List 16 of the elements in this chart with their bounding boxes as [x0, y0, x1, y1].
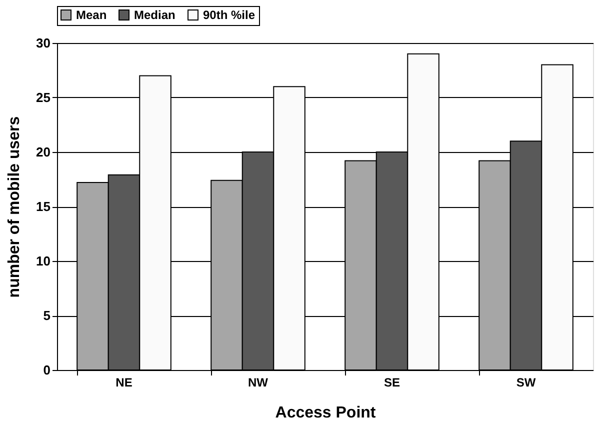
x-axis-title: Access Point: [275, 404, 376, 422]
x-tick-label: SW: [516, 376, 536, 390]
y-tick-label: 5: [43, 308, 50, 323]
y-tick-label: 20: [36, 144, 50, 160]
y-tick-label: 25: [36, 90, 50, 105]
y-tick-label: 15: [36, 199, 50, 214]
y-axis-title: number of mobile users: [6, 116, 24, 298]
y-tick-label: 30: [36, 36, 50, 50]
x-tick-label: SE: [384, 376, 400, 390]
x-tick-label: NE: [116, 376, 132, 390]
y-tick-label: 0: [43, 362, 50, 378]
legend-label: Median: [134, 8, 176, 22]
legend-label: Mean: [76, 8, 107, 22]
y-tick-label: 10: [36, 254, 50, 268]
x-tick-label: NW: [248, 376, 269, 390]
legend-label: 90th %ile: [203, 8, 256, 22]
